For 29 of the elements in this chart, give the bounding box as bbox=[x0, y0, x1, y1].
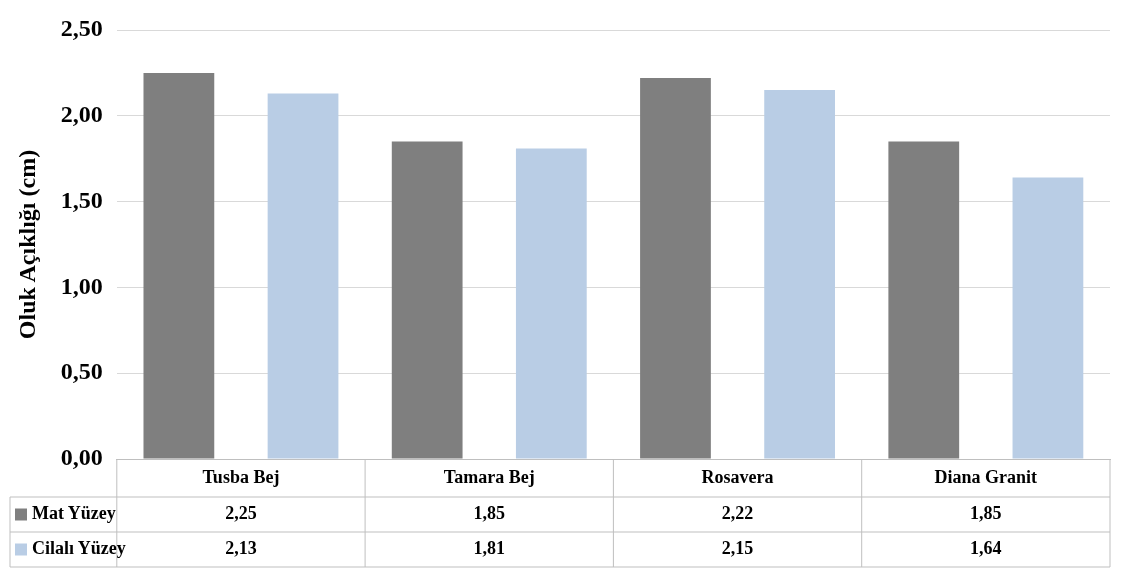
data-label: 1,81 bbox=[473, 538, 505, 559]
y-tick-label: 2,00 bbox=[60, 101, 103, 127]
y-tick-label: 1,00 bbox=[60, 272, 103, 299]
data-label: 1,85 bbox=[970, 503, 1002, 524]
x-tick-label: Tamara Bej bbox=[443, 466, 535, 487]
bar bbox=[143, 72, 215, 459]
x-tick-label: Tusba Bej bbox=[202, 466, 280, 487]
legend-label: Cilalı Yüzey bbox=[32, 538, 126, 559]
bar bbox=[267, 93, 339, 459]
data-label: 2,13 bbox=[225, 538, 257, 559]
data-label: 2,25 bbox=[225, 503, 257, 524]
y-tick-label: 2,50 bbox=[60, 15, 103, 42]
y-tick-label: 0,50 bbox=[60, 358, 103, 385]
bar bbox=[888, 141, 960, 459]
bar bbox=[640, 78, 711, 459]
x-tick-label: Diana Granit bbox=[934, 466, 1038, 487]
data-label: 2,15 bbox=[721, 538, 754, 559]
y-tick-label: 1,50 bbox=[60, 186, 103, 213]
bar bbox=[391, 141, 463, 459]
legend-label: Mat Yüzey bbox=[32, 503, 116, 524]
data-label: 1,64 bbox=[970, 538, 1002, 559]
y-tick-label: 0,00 bbox=[60, 444, 103, 471]
bar bbox=[515, 148, 587, 459]
bar bbox=[1012, 177, 1084, 459]
x-tick-label: Rosavera bbox=[701, 466, 774, 487]
y-axis-title: Oluk Açıklığı (cm) bbox=[13, 149, 40, 340]
data-label: 1,85 bbox=[473, 503, 505, 524]
data-label: 2,22 bbox=[721, 503, 754, 524]
bar bbox=[764, 90, 836, 459]
